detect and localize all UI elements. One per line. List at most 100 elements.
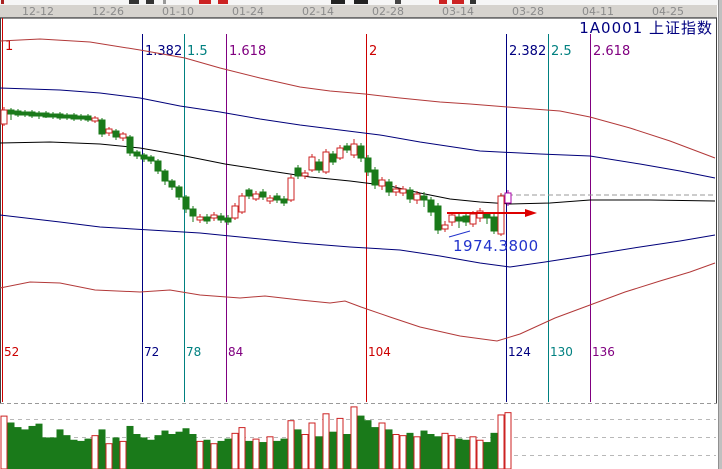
candle-body xyxy=(133,151,141,157)
volume-bar xyxy=(294,429,302,469)
volume-bar xyxy=(161,430,169,469)
volume-bar xyxy=(371,427,379,469)
fib-ratio-label: 1.5 xyxy=(187,44,208,59)
candle-body xyxy=(0,109,8,125)
candle-body xyxy=(462,215,470,223)
volume-bar xyxy=(378,422,386,469)
candle-body xyxy=(126,136,134,154)
volume-bar xyxy=(63,435,71,469)
toolbar-sliver[interactable] xyxy=(0,0,722,5)
toolbar-icon-fragment xyxy=(129,0,139,4)
volume-bar xyxy=(448,435,456,469)
volume-bar xyxy=(133,434,141,469)
candle-body xyxy=(175,186,183,198)
candle-body xyxy=(28,111,36,117)
volume-bar xyxy=(245,440,253,469)
fib-bar-number: 78 xyxy=(186,345,201,359)
candle-body xyxy=(434,205,442,231)
toolbar-icon-fragment xyxy=(452,0,464,4)
volume-bar xyxy=(126,425,134,469)
candle-body xyxy=(259,191,267,198)
volume-bar xyxy=(189,434,197,469)
candle-body xyxy=(287,177,295,201)
volume-bar xyxy=(154,435,162,469)
chart-frame xyxy=(0,17,717,456)
drawing-annotations xyxy=(447,209,537,238)
candle-body xyxy=(497,195,505,235)
candle-body xyxy=(7,109,15,115)
toolbar-icon-fragment xyxy=(470,0,476,4)
volume-bar xyxy=(35,423,43,469)
volume-bar xyxy=(231,432,239,469)
volume-bar xyxy=(175,431,183,469)
candle-body xyxy=(455,216,463,222)
volume-bar xyxy=(273,440,281,469)
fib-ratio-label: 2.618 xyxy=(593,44,630,59)
volume-bar xyxy=(399,435,407,469)
volume-bar xyxy=(392,434,400,469)
volume-bar xyxy=(98,429,106,469)
volume-bar xyxy=(406,432,414,469)
volume-bar xyxy=(217,440,225,469)
candle-body xyxy=(238,195,246,213)
candle-body xyxy=(189,208,197,217)
fib-bar-number: 136 xyxy=(592,345,615,359)
candle-body xyxy=(476,210,484,219)
volume-bar xyxy=(413,436,421,469)
volume-bar xyxy=(252,438,260,469)
candle-body xyxy=(273,195,281,201)
candle-body xyxy=(252,193,260,200)
candle-body xyxy=(70,114,78,120)
candle-body xyxy=(504,192,512,204)
fib-ratio-label: 2.5 xyxy=(551,44,572,59)
volume-bar xyxy=(14,427,22,469)
candle-body xyxy=(98,119,106,135)
volume-bar xyxy=(105,443,113,469)
candle-body xyxy=(420,195,428,201)
date-label: 04-25 xyxy=(652,5,684,18)
volume-bar xyxy=(308,422,316,469)
candle-body xyxy=(42,112,50,118)
volume-bar xyxy=(7,422,15,469)
volume-bar xyxy=(469,436,477,469)
volume-pane xyxy=(0,406,512,469)
candle-body xyxy=(84,115,92,121)
upper-outer-band-line xyxy=(0,38,716,159)
volume-bar xyxy=(56,429,64,469)
volume-bar xyxy=(322,413,330,469)
toolbar-icon-fragment xyxy=(199,0,211,4)
fib-bar-number: 72 xyxy=(144,345,159,359)
volume-bar xyxy=(259,442,267,469)
date-axis: 12-12 12-26 01-10 01-24 02-14 02-28 03-14 03-28… xyxy=(0,5,717,19)
volume-bar xyxy=(224,438,232,469)
volume-bar xyxy=(112,437,120,469)
volume-bar xyxy=(70,439,78,469)
volume-bar xyxy=(28,425,36,469)
candle-body xyxy=(266,197,274,202)
volume-bar xyxy=(42,437,50,469)
candle-body xyxy=(245,189,253,197)
volume-bar xyxy=(287,420,295,469)
candle-body xyxy=(77,115,85,120)
volume-bar xyxy=(441,432,449,469)
date-label: 12-26 xyxy=(92,5,124,18)
candle-body xyxy=(427,199,435,213)
candle-body xyxy=(147,156,155,162)
price-pointer-line xyxy=(448,230,471,238)
toolbar-icon-fragment xyxy=(331,0,345,4)
candle-body xyxy=(357,145,365,159)
candle-body xyxy=(385,181,393,193)
candle-body xyxy=(336,147,344,159)
volume-bar xyxy=(350,406,358,469)
volume-bar xyxy=(280,438,288,469)
date-label: 03-28 xyxy=(512,5,544,18)
fib-ratio-label: 1.382 xyxy=(145,44,182,59)
volume-bar xyxy=(0,415,8,469)
volume-bar xyxy=(182,428,190,469)
candle-body xyxy=(329,153,337,163)
candle-body xyxy=(350,143,358,156)
candle-body xyxy=(301,172,309,177)
candle-body xyxy=(441,224,449,230)
